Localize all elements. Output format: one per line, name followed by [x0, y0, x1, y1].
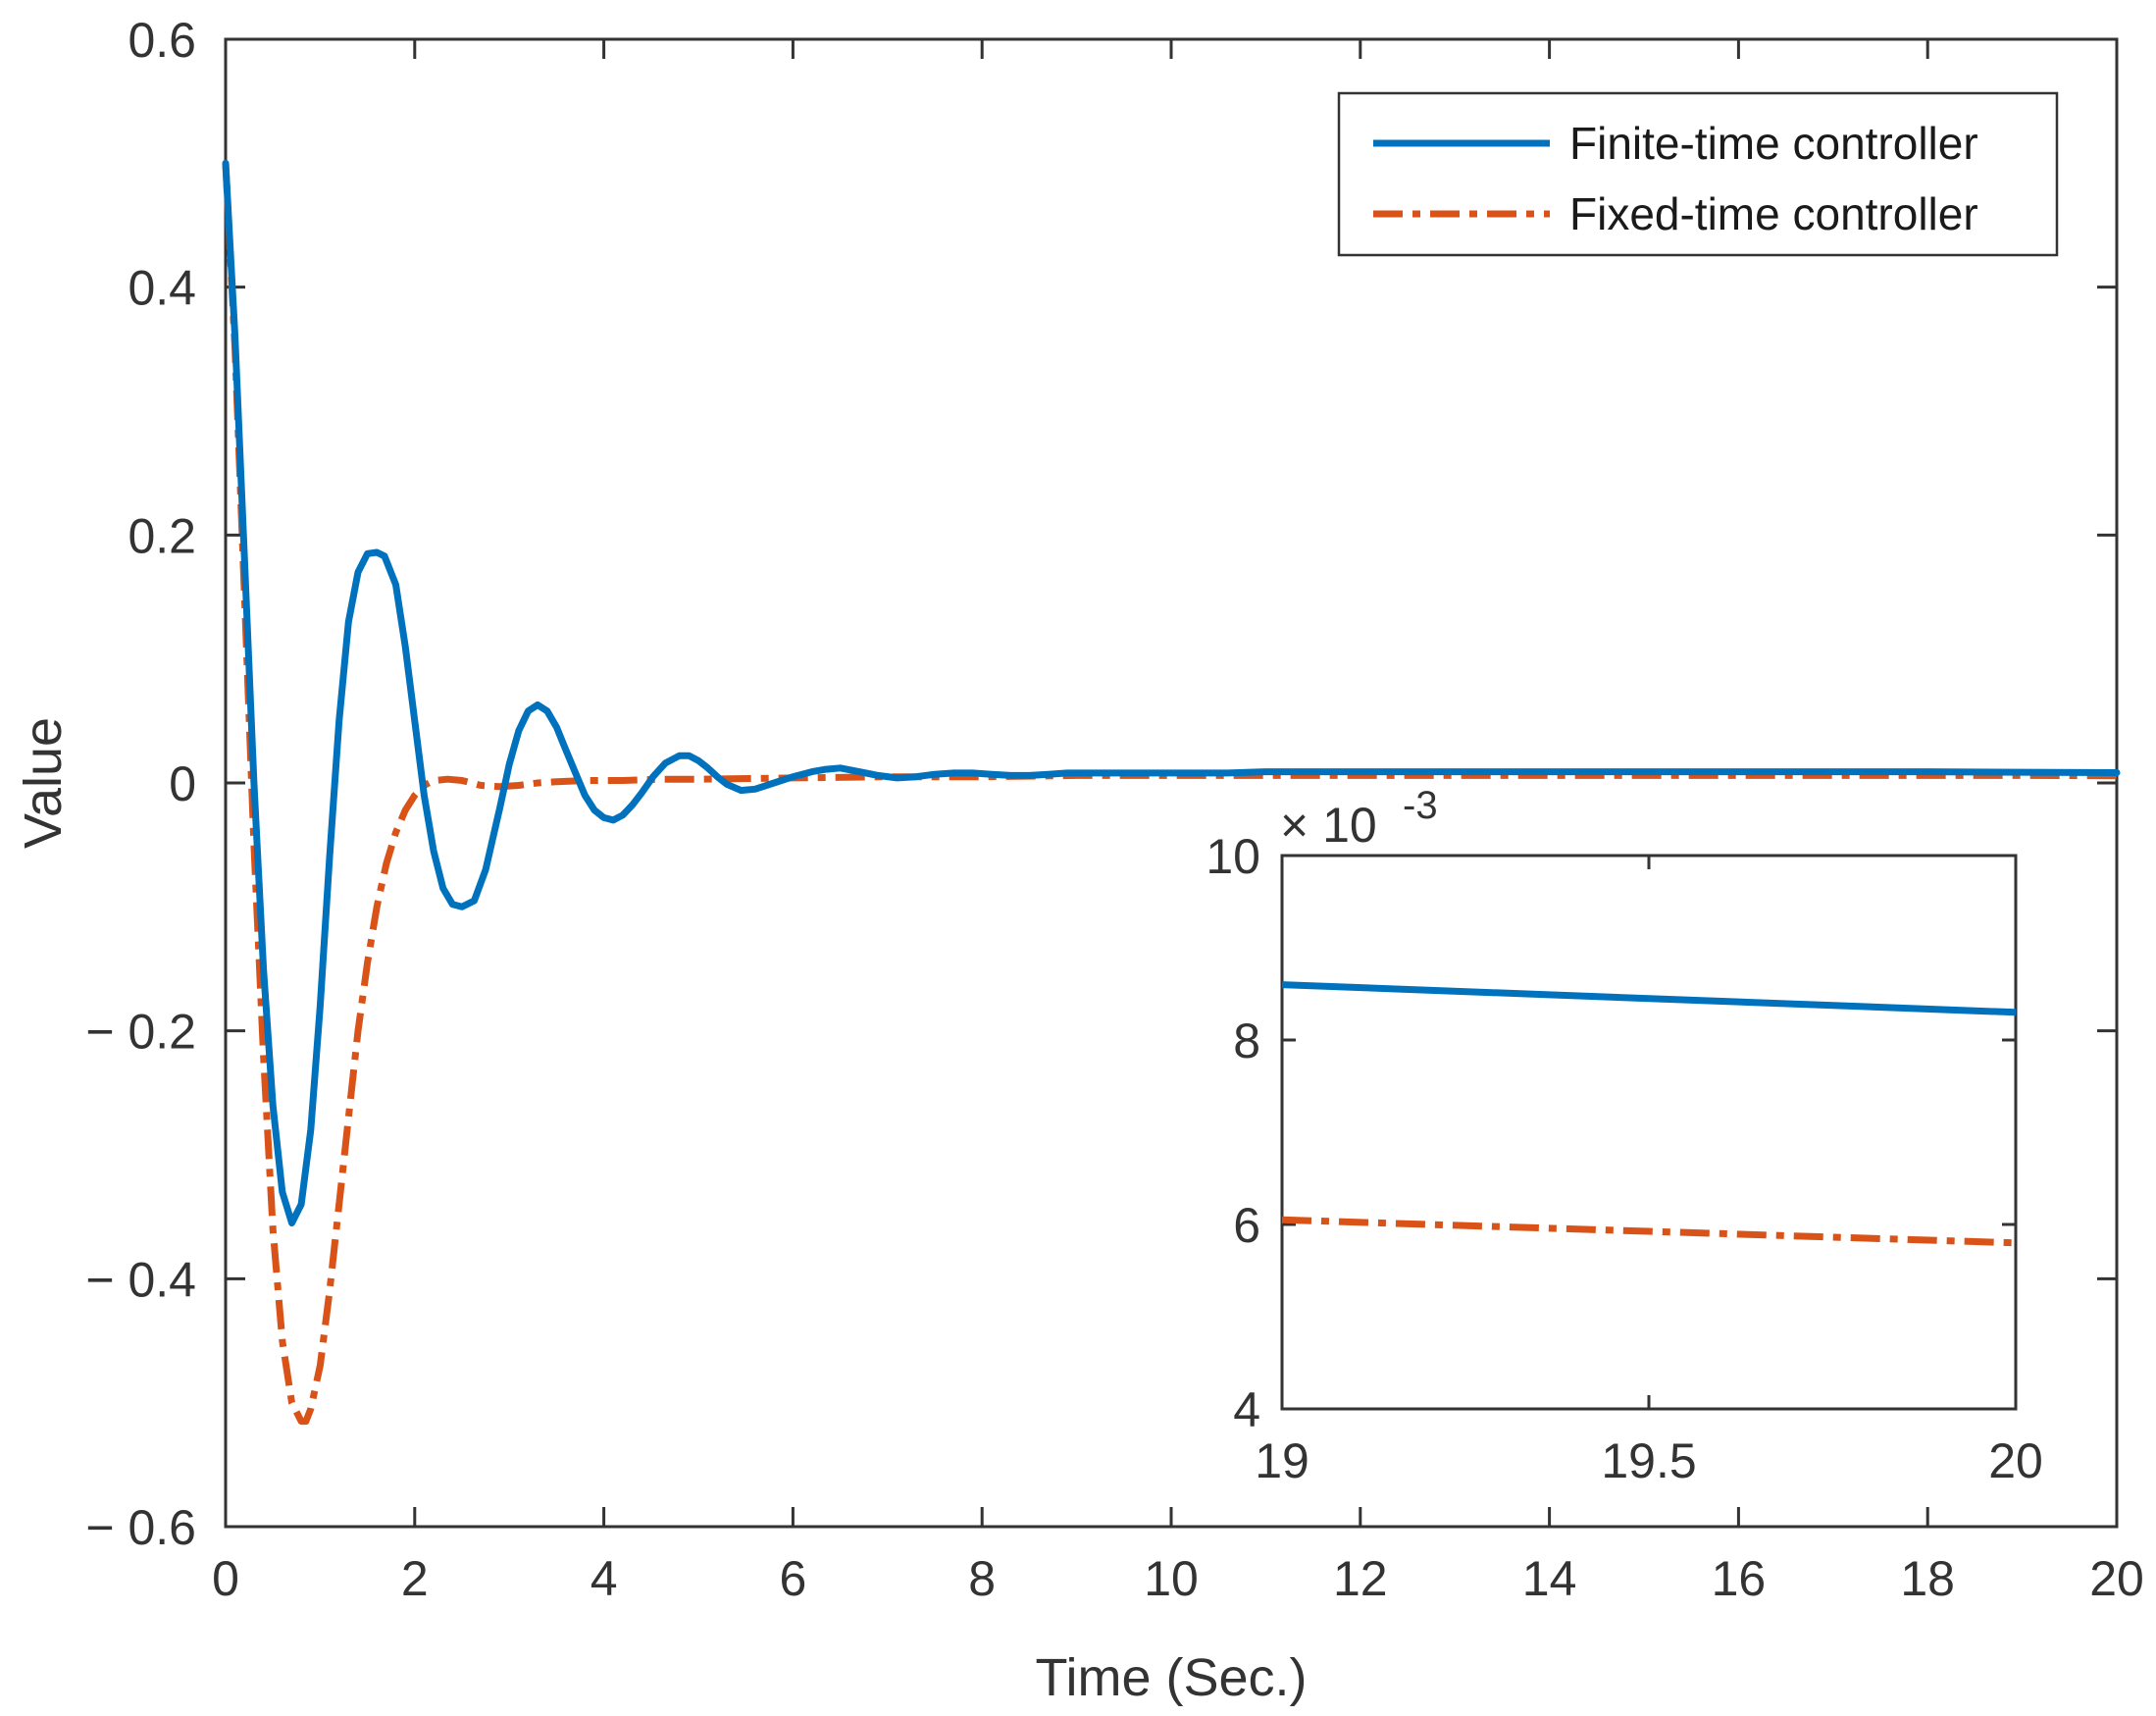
inset-ticks	[1280, 854, 2018, 1411]
inset-y-exponent: -3	[1403, 784, 1438, 827]
inset-tick-labels: 19 19.5 20 4 6 8 10	[1206, 829, 2042, 1488]
x-tick-label: 20	[2089, 1551, 2144, 1606]
inset-series-line-fixed-time	[1281, 1216, 2017, 1247]
y-tick-label: − 0.2	[85, 1005, 196, 1060]
x-tick-label: 10	[1144, 1551, 1199, 1606]
inset-y-tick-label: 10	[1206, 829, 1260, 884]
inset-x-tick-label: 19.5	[1601, 1433, 1696, 1488]
inset-y-tick-label: 6	[1233, 1198, 1260, 1253]
legend-label-fixed-time: Fixed-time controller	[1569, 188, 1978, 239]
main-tick-labels: 0 2 4 6 8 10 12 14 16 18 20 − 0.6 − 0.4 − 0.2 0 0.2 0.4 0…	[85, 13, 2143, 1606]
inset-series-line-finite-time	[1281, 981, 2017, 1016]
x-axis-label: Time (Sec.)	[1035, 1648, 1307, 1707]
legend: Finite-time controller Fixed-time contro…	[1337, 91, 2059, 257]
inset-plot: 19 19.5 20 4 6 8 10 × 10 -3	[1206, 784, 2042, 1488]
y-tick-label: 0.6	[128, 13, 196, 68]
x-tick-label: 14	[1522, 1551, 1577, 1606]
inset-x-tick-label: 19	[1255, 1433, 1309, 1488]
x-tick-label: 2	[401, 1551, 429, 1606]
x-tick-label: 4	[590, 1551, 618, 1606]
inset-series	[1281, 981, 2017, 1247]
inset-plot-frame	[1280, 854, 2018, 1411]
x-tick-label: 16	[1712, 1551, 1767, 1606]
main-series	[222, 159, 2121, 1426]
x-tick-label: 8	[968, 1551, 996, 1606]
x-tick-label: 6	[779, 1551, 806, 1606]
x-tick-label: 0	[212, 1551, 239, 1606]
inset-y-tick-label: 8	[1233, 1014, 1260, 1068]
legend-label-finite-time: Finite-time controller	[1569, 118, 1978, 169]
x-tick-label: 18	[1900, 1551, 1955, 1606]
inset-y-tick-label: 4	[1233, 1382, 1260, 1437]
y-tick-label: 0.4	[128, 261, 196, 316]
inset-y-multiplier: × 10	[1280, 798, 1377, 853]
main-ticks	[224, 37, 2119, 1529]
inset-x-tick-label: 20	[1988, 1433, 2043, 1488]
y-tick-label: 0.2	[128, 508, 196, 563]
y-axis-label: Value	[14, 717, 73, 849]
x-tick-label: 12	[1333, 1551, 1388, 1606]
y-tick-label: 0	[169, 756, 196, 811]
legend-box	[1337, 91, 2059, 257]
y-tick-label: − 0.4	[85, 1252, 196, 1307]
series-line-finite-time	[222, 159, 2121, 1226]
y-tick-label: − 0.6	[85, 1500, 196, 1555]
